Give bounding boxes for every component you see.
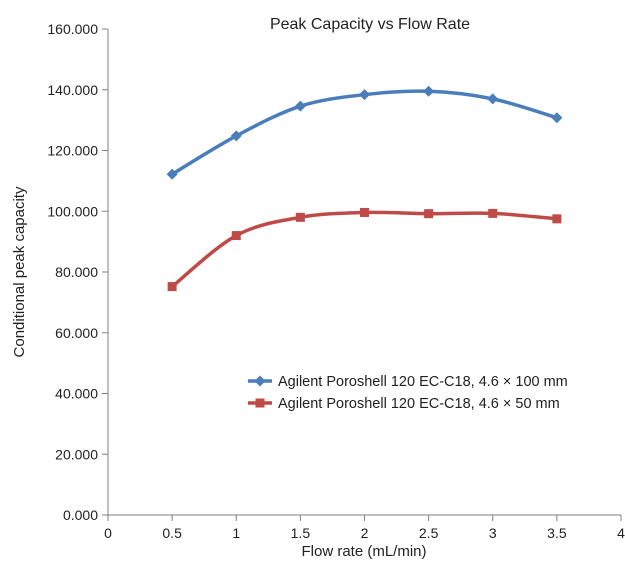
x-tick-label: 3 — [489, 525, 497, 541]
x-tick-label: 1.5 — [291, 525, 311, 541]
y-tick-label: 80.000 — [55, 264, 98, 280]
x-tick-label: 1 — [232, 525, 240, 541]
x-tick-label: 0 — [104, 525, 112, 541]
legend-swatch-marker — [254, 375, 266, 387]
y-axis-title: Conditional peak capacity — [11, 186, 28, 357]
y-tick-label: 160.000 — [47, 21, 98, 37]
series-2-point — [167, 282, 177, 292]
chart-title: Peak Capacity vs Flow Rate — [270, 16, 470, 33]
y-tick-label: 0.000 — [63, 507, 98, 523]
legend-label: Agilent Poroshell 120 EC-C18, 4.6 × 100 … — [278, 374, 568, 390]
x-tick-label: 3.5 — [547, 525, 567, 541]
series-2-point — [488, 208, 498, 218]
y-tick-label: 100.000 — [47, 203, 98, 219]
series-2-point — [231, 231, 241, 241]
y-tick-label: 40.000 — [55, 386, 98, 402]
x-axis-title: Flow rate (mL/min) — [301, 543, 426, 560]
y-tick-label: 60.000 — [55, 325, 98, 341]
y-tick-label: 20.000 — [55, 446, 98, 462]
x-tick-label: 0.5 — [162, 525, 182, 541]
x-tick-label: 4 — [617, 525, 625, 541]
y-tick-label: 140.000 — [47, 82, 98, 98]
legend-label: Agilent Poroshell 120 EC-C18, 4.6 × 50 m… — [278, 396, 560, 412]
series-1 — [166, 85, 563, 180]
series-1-point — [551, 112, 563, 124]
series-1-point — [359, 89, 370, 101]
series-1-point — [166, 168, 178, 180]
axes: 0.00020.00040.00060.00080.000100.000120.… — [47, 21, 625, 541]
x-tick-label: 2.5 — [419, 525, 439, 541]
y-tick-label: 120.000 — [47, 143, 98, 159]
x-tick-label: 2 — [361, 525, 369, 541]
series-2-point — [295, 212, 305, 222]
series-2-point — [360, 207, 369, 217]
series-2-line — [171, 210, 558, 288]
series-layer — [166, 85, 563, 292]
series-1-line — [171, 89, 558, 176]
series-2 — [167, 207, 562, 292]
legend: Agilent Poroshell 120 EC-C18, 4.6 × 100 … — [248, 374, 568, 412]
series-2-point — [552, 214, 562, 224]
series-1-point — [423, 85, 435, 97]
series-2-point — [424, 209, 434, 219]
series-1-point — [230, 130, 242, 142]
series-1-point — [294, 100, 306, 112]
series-1-point — [487, 93, 499, 105]
legend-swatch-marker — [255, 398, 265, 408]
